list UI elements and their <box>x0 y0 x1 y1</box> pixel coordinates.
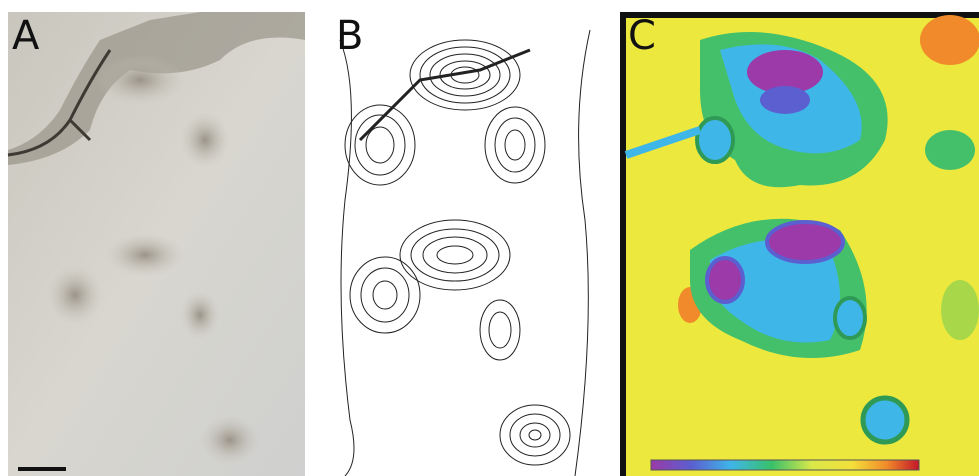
track-print <box>180 112 230 168</box>
track-print <box>47 265 103 325</box>
depth-region <box>760 86 810 114</box>
color-bar <box>651 460 919 470</box>
depth-region <box>835 298 865 338</box>
panel-b: B <box>330 12 600 476</box>
scale-bar <box>18 467 66 471</box>
map-border <box>620 12 979 18</box>
track-print <box>180 290 220 340</box>
depth-region <box>925 130 975 170</box>
track-print <box>200 415 260 465</box>
depth-region <box>920 15 979 65</box>
depth-region <box>707 258 743 302</box>
panel-label: A <box>12 13 40 59</box>
contour-background <box>330 12 600 476</box>
panel-a: A <box>8 12 305 476</box>
depth-region <box>941 280 979 340</box>
depth-region <box>697 118 733 162</box>
track-print <box>95 55 185 105</box>
map-border <box>620 12 626 476</box>
figure: A <box>0 0 979 476</box>
depth-region <box>767 222 843 262</box>
track-print <box>105 233 185 277</box>
panel-label: B <box>336 13 363 59</box>
panel-label: C <box>628 13 656 59</box>
panel-c: C <box>620 12 979 476</box>
depth-region <box>863 398 907 442</box>
